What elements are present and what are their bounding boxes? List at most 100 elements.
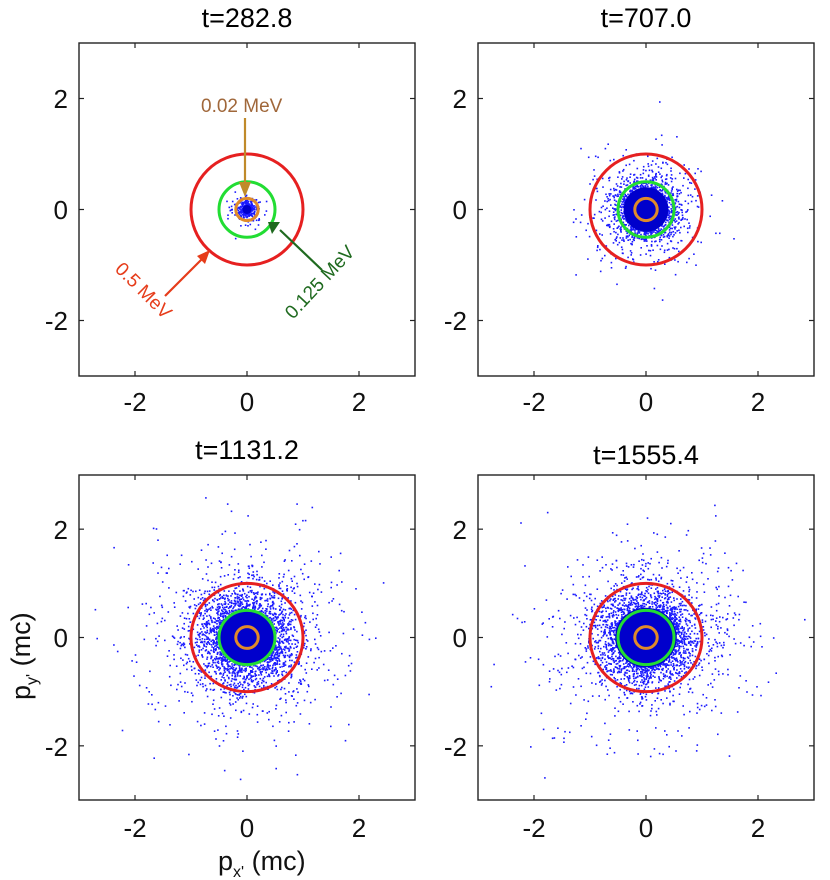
scatter-point [627,193,629,196]
scatter-point [224,667,226,670]
scatter-point [256,573,258,576]
scatter-point [252,668,254,670]
scatter-point [263,676,266,678]
scatter-point [663,249,666,252]
scatter-point [575,218,577,220]
scatter-point [160,604,163,607]
scatter-point [290,608,293,610]
scatter-point [241,208,243,211]
scatter-point [311,605,314,607]
scatter-point [282,626,285,629]
scatter-point [173,654,175,656]
scatter-point [694,188,696,190]
scatter-point [624,195,627,197]
scatter-point [241,203,243,205]
scatter-point [214,671,217,673]
scatter-point [187,612,189,615]
scatter-point [695,199,697,202]
scatter-point [215,665,218,668]
scatter-point [236,694,239,696]
scatter-point [640,233,642,236]
scatter-point [211,646,213,648]
ring-002-mev [633,196,659,223]
scatter-point [260,687,263,689]
scatter-point [206,652,209,655]
scatter-point [238,667,241,670]
scatter-point [664,192,667,194]
scatter-point [210,631,212,634]
scatter-point [250,670,252,672]
scatter-point [690,182,693,184]
scatter-point [643,238,646,241]
scatter-point [216,638,218,640]
scatter-point [625,184,627,187]
scatter-point [268,612,270,615]
scatter-point [275,745,277,747]
scatter-point [147,703,150,705]
scatter-point [660,167,663,170]
scatter-point [251,565,254,568]
scatter-point [250,205,252,208]
scatter-point [265,681,267,684]
scatter-point [616,243,619,246]
scatter-point [318,583,321,586]
scatter-point [276,651,279,654]
scatter-point [677,217,680,219]
scatter-point [210,644,213,646]
scatter-point [622,215,624,218]
scatter-point [246,594,248,596]
scatter-point [674,273,677,276]
scatter-point [236,596,239,598]
scatter-point [269,610,272,613]
scatter-point [237,577,240,579]
scatter-point [660,190,662,192]
scatter-point [234,602,236,605]
ring-0125-mev [217,180,277,239]
scatter-point [231,674,234,677]
scatter-point [238,608,241,611]
scatter-point [215,619,218,622]
panel-2-ticks [478,43,814,376]
scatter-point [294,618,297,621]
scatter-point [332,598,335,600]
scatter-point [613,187,615,190]
scatter-point [668,229,671,231]
scatter-point [361,611,363,613]
scatter-point [237,604,239,606]
scatter-point [266,712,269,714]
scatter-point [625,179,628,181]
scatter-point [231,667,234,670]
scatter-point [311,595,313,598]
scatter-point [299,554,301,557]
scatter-point [654,269,657,271]
scatter-point [684,218,686,220]
scatter-point [608,223,611,226]
scatter-point [674,177,677,180]
scatter-point [277,674,280,676]
scatter-point [655,173,657,176]
annotation-arrowhead-002 [239,182,251,197]
scatter-point [212,627,214,630]
scatter-point [238,685,240,687]
scatter-point [589,183,591,185]
scatter-point [177,683,179,686]
scatter-point [329,650,332,652]
scatter-point [696,205,699,208]
scatter-point [228,590,230,592]
scatter-point [247,577,249,579]
scatter-point [677,200,680,203]
scatter-point [687,209,689,211]
scatter-point [293,698,295,700]
scatter-point [203,627,205,629]
scatter-point [620,228,622,231]
scatter-point [221,533,224,535]
scatter-point [215,628,218,631]
scatter-point [265,200,268,203]
scatter-point [273,647,276,650]
scatter-point [168,587,170,589]
scatter-point [677,241,679,244]
scatter-point [633,173,636,176]
scatter-point [616,283,618,286]
scatter-point [317,648,320,651]
scatter-point [198,651,200,653]
